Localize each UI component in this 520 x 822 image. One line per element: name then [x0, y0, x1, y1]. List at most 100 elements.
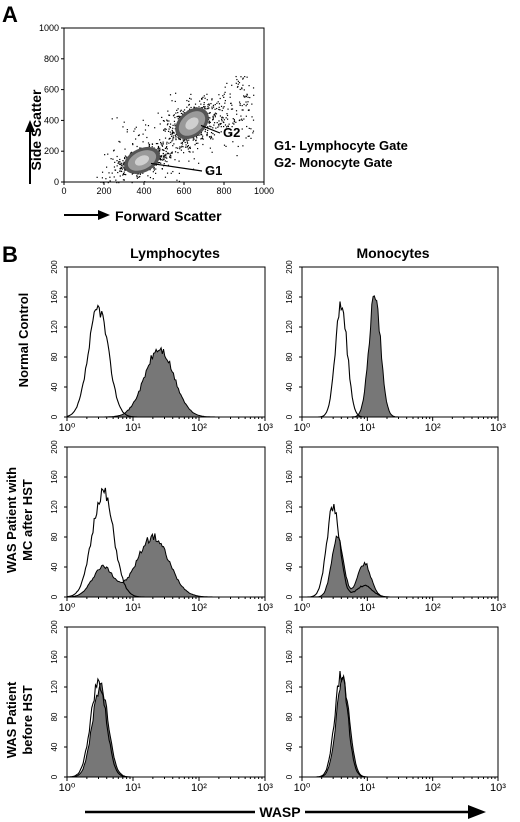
scatter-point: [192, 151, 194, 153]
scatter-point: [151, 143, 153, 145]
scatter-point: [144, 181, 146, 183]
scatter-point: [121, 162, 123, 164]
histogram-normal-control-lymphocytes: 0 40 80 120 160 200 10⁰ 10¹ 10² 10³: [50, 260, 273, 434]
x-tick-label: 10¹: [359, 602, 375, 614]
y-tick-label: 0: [285, 414, 294, 419]
panel-a-y-arrow-head: [25, 120, 35, 132]
scatter-point: [243, 89, 245, 91]
y-tick-label: 80: [50, 712, 59, 721]
scatter-point: [216, 122, 218, 124]
scatter-point: [209, 136, 211, 138]
scatter-point: [250, 128, 252, 130]
scatter-point: [232, 118, 234, 120]
scatter-point: [100, 181, 102, 183]
scatter-point: [201, 98, 203, 100]
scatter-point: [213, 114, 215, 116]
scatter-point: [210, 132, 213, 134]
scatter-point: [208, 136, 211, 138]
scatter-point: [170, 157, 172, 159]
y-tick-label: 40: [285, 562, 294, 571]
y-tick-label: 40: [50, 742, 59, 751]
scatter-point: [165, 150, 167, 153]
y-tick-label: 400: [44, 115, 59, 125]
scatter-point: [159, 158, 161, 161]
scatter-point: [116, 117, 118, 119]
scatter-point: [196, 137, 198, 139]
scatter-point: [239, 104, 241, 107]
scatter-point: [124, 173, 126, 176]
scatter-point: [235, 75, 237, 78]
scatter-point: [101, 177, 104, 179]
scatter-point: [182, 110, 184, 113]
scatter-point: [162, 152, 165, 155]
scatter-point: [252, 130, 255, 132]
scatter-point: [168, 114, 171, 116]
scatter-point: [185, 139, 187, 141]
scatter-point: [180, 112, 183, 115]
scatter-point: [169, 156, 171, 158]
gate-label-g2: G2: [223, 125, 240, 140]
scatter-point: [187, 144, 190, 147]
scatter-point: [169, 137, 171, 140]
scatter-point: [131, 173, 133, 175]
scatter-point: [171, 151, 173, 153]
scatter-point: [236, 86, 239, 88]
histogram-open-series: [302, 504, 498, 598]
scatter-point: [174, 116, 176, 119]
scatter-point: [248, 127, 250, 129]
scatter-point: [232, 122, 234, 124]
scatter-point: [175, 133, 177, 135]
scatter-point: [211, 106, 213, 108]
scatter-point: [212, 106, 215, 108]
y-tick-label: 120: [285, 320, 294, 334]
scatter-point: [241, 128, 243, 130]
scatter-point: [204, 106, 206, 108]
y-tick-label: 40: [50, 562, 59, 571]
scatter-point: [122, 164, 124, 166]
scatter-point: [190, 106, 192, 109]
scatter-point: [209, 125, 211, 127]
scatter-point: [223, 96, 225, 99]
scatter-point: [107, 182, 109, 184]
scatter-point: [207, 104, 209, 106]
scatter-point: [237, 80, 239, 82]
scatter-point: [162, 159, 164, 161]
scatter-point: [252, 87, 255, 89]
scatter-point: [168, 120, 170, 122]
scatter-point: [162, 143, 164, 145]
x-tick-label: 10³: [257, 422, 273, 434]
scatter-point: [147, 125, 150, 127]
scatter-point: [118, 182, 120, 184]
x-tick-label: 10⁰: [294, 422, 311, 434]
scatter-point: [170, 141, 172, 144]
scatter-point: [210, 138, 212, 140]
scatter-point: [194, 144, 196, 146]
y-tick-label: 80: [50, 532, 59, 541]
scatter-point: [224, 91, 226, 93]
scatter-point: [169, 126, 172, 129]
scatter-point: [105, 178, 107, 180]
scatter-point: [138, 173, 140, 175]
scatter-point: [170, 135, 173, 137]
x-tick-label: 10⁰: [59, 782, 76, 794]
scatter-point: [178, 138, 180, 140]
scatter-point: [105, 166, 108, 168]
scatter-point: [164, 160, 166, 162]
y-tick-label: 120: [50, 320, 59, 334]
scatter-point: [159, 157, 162, 159]
scatter-point: [232, 141, 234, 143]
scatter-point: [165, 147, 168, 149]
scatter-point: [120, 170, 122, 172]
scatter-point: [136, 177, 138, 179]
scatter-point: [123, 173, 125, 175]
scatter-point: [177, 108, 179, 110]
scatter-point: [202, 143, 204, 146]
scatter-point: [125, 174, 127, 176]
x-tick-label: 10³: [257, 782, 273, 794]
scatter-point: [221, 117, 223, 119]
scatter-point: [208, 103, 210, 105]
scatter-point: [186, 99, 188, 102]
scatter-point: [200, 107, 202, 109]
scatter-point: [227, 108, 229, 110]
scatter-point: [201, 97, 203, 100]
